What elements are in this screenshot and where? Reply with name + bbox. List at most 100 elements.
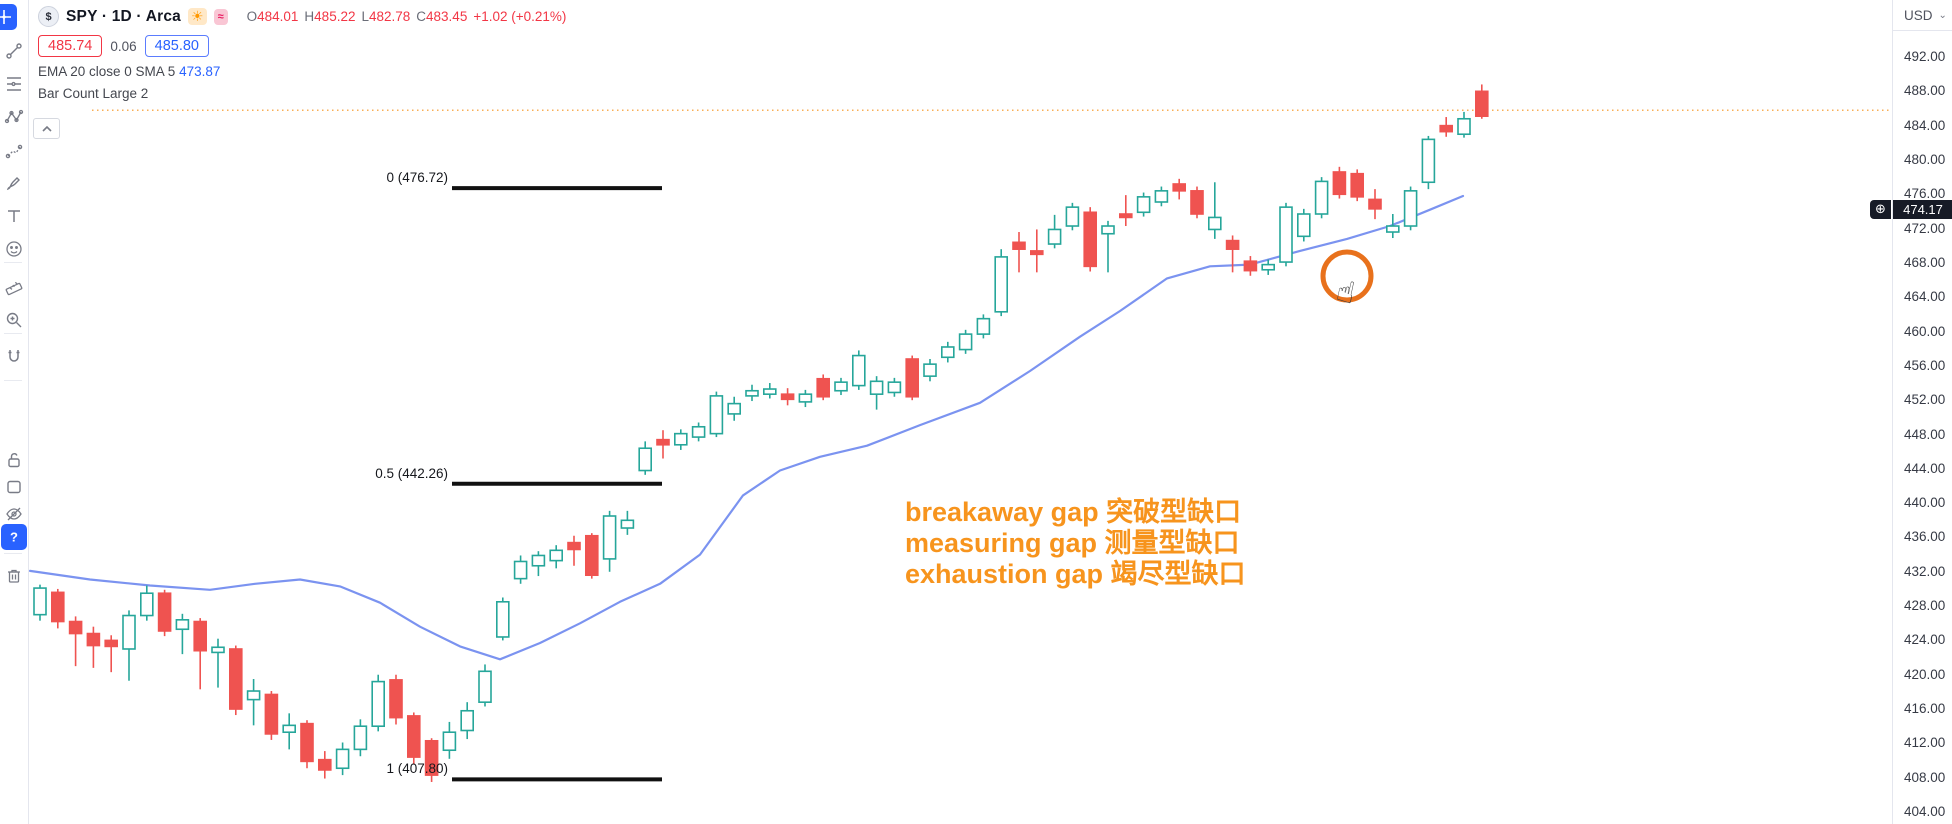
candle-body: [1386, 225, 1400, 233]
candle-body: [1190, 190, 1204, 215]
candle-body: [1243, 260, 1258, 272]
ema-indicator-label: EMA 20 close 0 SMA 5: [38, 64, 176, 79]
toolbar-separator: [4, 553, 22, 554]
candle-body: [264, 693, 279, 735]
price-axis-label: 416.00: [1904, 701, 1946, 717]
high-value: 485.22: [314, 9, 356, 24]
lock-all-tool[interactable]: [1, 447, 27, 473]
candle-body: [656, 438, 670, 446]
close-value: 483.45: [426, 9, 468, 24]
price-axis-label: 424.00: [1904, 632, 1946, 648]
ohlc-values: O484.01 H485.22 L482.78 C483.45 +1.02 (+…: [247, 9, 567, 24]
candle-body: [1225, 239, 1240, 250]
toolbar-separator: [4, 262, 22, 263]
buy-button[interactable]: 485.80: [144, 35, 209, 57]
drawing-toolbar: ?: [0, 0, 29, 824]
xabcd-pattern-tool[interactable]: [1, 104, 27, 130]
fib-retracement-tool[interactable]: [1, 71, 27, 97]
candle-body: [1065, 206, 1080, 227]
candle-body: [229, 648, 243, 710]
candle-body: [709, 395, 724, 435]
candle-body: [834, 381, 848, 392]
highlight-circle: [1320, 249, 1374, 303]
candle-body: [104, 639, 118, 648]
ema-indicator-row[interactable]: EMA 20 close 0 SMA 5 473.87: [38, 64, 566, 79]
forecast-tool[interactable]: [1, 137, 27, 163]
candle-body: [976, 317, 991, 335]
candle-body: [620, 519, 635, 529]
candle-body: [1297, 213, 1311, 238]
high-label: H: [304, 9, 315, 24]
price-axis-label: 456.00: [1904, 357, 1946, 373]
brush-tool[interactable]: [1, 170, 27, 196]
price-axis-label: 476.00: [1904, 186, 1946, 202]
toolbar-separator: [4, 333, 22, 334]
hide-drawings-tool[interactable]: [1, 501, 27, 527]
zoom-in-tool[interactable]: [1, 307, 27, 333]
candle-body: [68, 620, 83, 635]
emoji-tool[interactable]: [1, 236, 27, 262]
price-axis[interactable]: USD ⌄ 474.17 492.00 488.00 484.00 480.00 476…: [1892, 0, 1952, 824]
measure-tool[interactable]: [1, 274, 27, 300]
candle-body: [851, 354, 866, 387]
candle-body: [122, 614, 136, 650]
candle-body: [33, 587, 47, 616]
candle-body: [389, 679, 403, 719]
candle-body: [1101, 225, 1115, 235]
open-label: O: [246, 9, 258, 24]
trend-line-tool[interactable]: [1, 38, 27, 64]
price-axis-label: 428.00: [1904, 598, 1946, 614]
toolbar-separator: [4, 380, 22, 381]
candle-body: [727, 402, 742, 415]
candle-body: [602, 515, 617, 560]
candle-body: [175, 619, 190, 631]
price-axis-label: 436.00: [1904, 529, 1946, 545]
fib-level-0-label[interactable]: 0 (476.72): [386, 170, 448, 186]
candle-body: [745, 389, 759, 397]
cursor-tool[interactable]: [0, 4, 17, 30]
remove-drawings-tool[interactable]: [1, 563, 27, 589]
collapse-indicators-button[interactable]: [33, 118, 60, 139]
price-axis-label: 472.00: [1904, 220, 1946, 236]
candle-body: [282, 724, 297, 734]
candle-body: [1350, 172, 1364, 198]
bar-count-indicator-row[interactable]: Bar Count Large 2: [38, 86, 566, 101]
candle-body: [1012, 241, 1026, 250]
magnet-tool[interactable]: [1, 343, 27, 369]
candle-body: [673, 432, 688, 446]
price-axis-label: 420.00: [1904, 666, 1946, 682]
open-value: 484.01: [257, 9, 299, 24]
candle-body: [442, 731, 457, 752]
candle-body: [549, 549, 564, 562]
price-axis-label: 404.00: [1904, 804, 1946, 819]
candle-body: [140, 592, 154, 617]
sun-icon: ☀: [188, 8, 207, 25]
help-tool[interactable]: ?: [1, 524, 27, 550]
text-tool[interactable]: [1, 203, 27, 229]
candle-body: [584, 534, 599, 577]
svg-text:?: ?: [10, 530, 18, 545]
candle-body: [317, 758, 332, 771]
candle-body: [1314, 180, 1329, 215]
price-axis-label: 432.00: [1904, 563, 1946, 579]
symbol-title[interactable]: SPY · 1D · Arca: [66, 7, 181, 25]
ema-line[interactable]: [28, 194, 1465, 661]
candle-body: [531, 554, 546, 567]
fib-level-05-label[interactable]: 0.5 (442.26): [375, 465, 448, 481]
add-alert-plus-button[interactable]: ⊕: [1870, 199, 1891, 219]
box-tool[interactable]: [1, 474, 27, 500]
change-value: +1.02 (+0.21%): [473, 9, 567, 24]
price-axis-label: 488.00: [1904, 83, 1946, 99]
price-axis-label: 440.00: [1904, 495, 1946, 511]
candle-body: [1083, 211, 1097, 268]
low-value: 482.78: [368, 9, 411, 24]
price-axis-label: 484.00: [1904, 117, 1946, 133]
candle-body: [691, 425, 706, 438]
currency-selector[interactable]: USD ⌄: [1893, 0, 1952, 31]
fib-level-1-label[interactable]: 1 (407.80): [386, 761, 448, 777]
annotation-measuring-gap: measuring gap 测量型缺口: [905, 528, 1240, 558]
sell-button[interactable]: 485.74: [38, 35, 103, 57]
candle-body: [1475, 90, 1489, 117]
candle-body: [513, 560, 528, 580]
